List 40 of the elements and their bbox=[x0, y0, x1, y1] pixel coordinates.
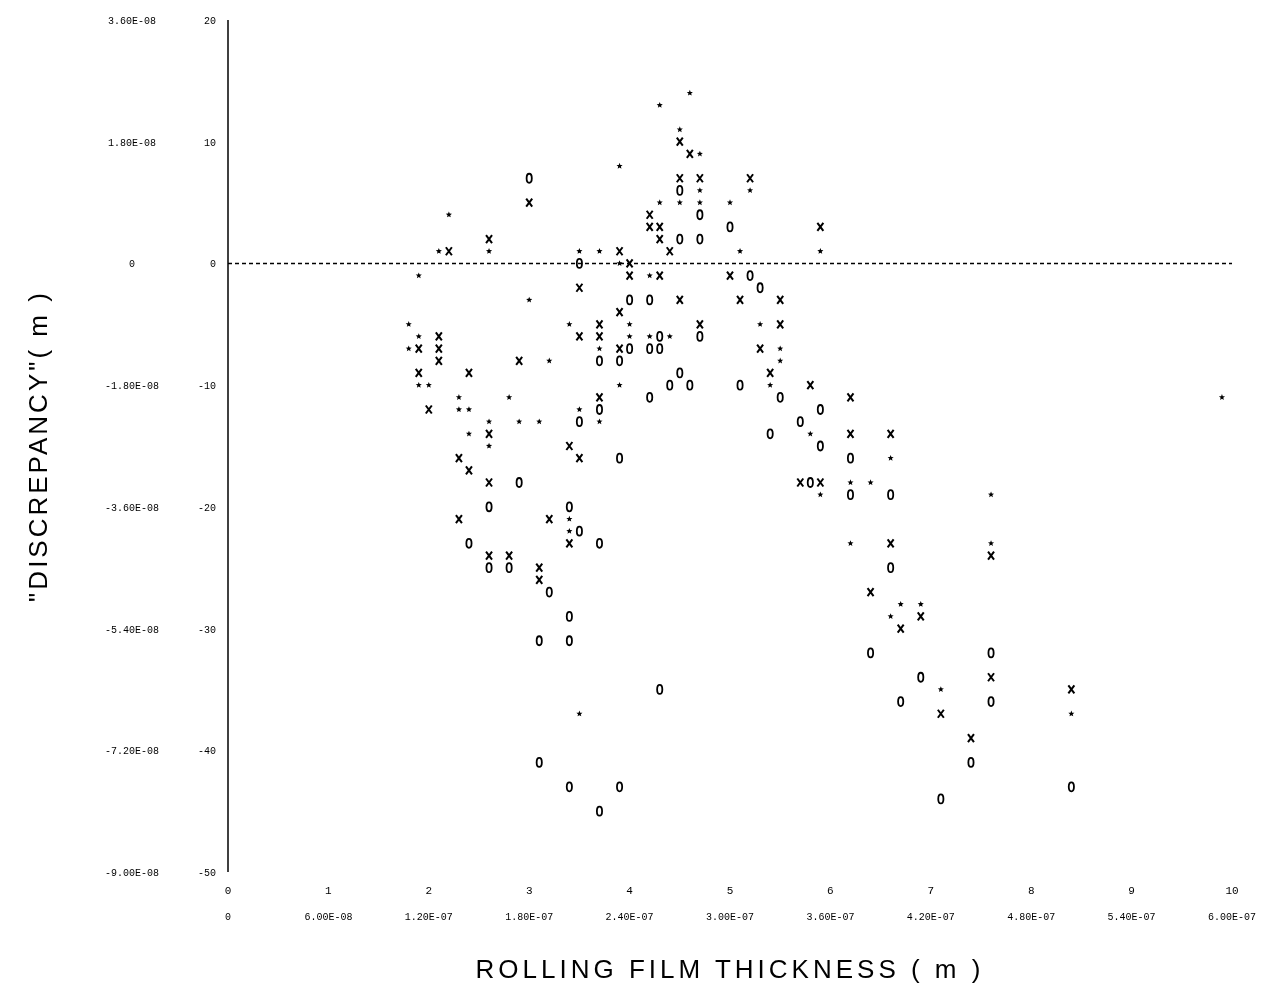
x-tick-label: 0 bbox=[224, 912, 232, 923]
y-axis-title: "DISCREPANCY"( m ) bbox=[23, 290, 54, 602]
y-tick-label: -9.00E-08 bbox=[104, 868, 160, 879]
y-tick-label: 0 bbox=[128, 259, 136, 271]
x-tick-label: 4.20E-07 bbox=[906, 912, 955, 923]
x2-tick-label: 2 bbox=[425, 885, 433, 897]
x-tick-label: 6.00E-07 bbox=[1207, 912, 1257, 923]
y2-tick-label: -40 bbox=[197, 746, 216, 758]
x-tick-label: 1.20E-07 bbox=[404, 912, 453, 923]
y-tick-label: -1.80E-08 bbox=[104, 381, 160, 393]
x-tick-label: 5.40E-07 bbox=[1107, 912, 1156, 923]
y-tick-label: 3.60E-08 bbox=[107, 16, 157, 27]
y-tick-label: -5.40E-08 bbox=[104, 624, 160, 636]
y-tick-label: -3.60E-08 bbox=[104, 502, 160, 514]
y2-tick-label: 20 bbox=[203, 16, 216, 27]
x-tick-label: 6.00E-08 bbox=[304, 912, 353, 923]
x-tick-label: 3.60E-07 bbox=[806, 912, 855, 923]
x2-tick-label: 5 bbox=[726, 885, 734, 897]
x-tick-label: 4.80E-07 bbox=[1007, 912, 1056, 923]
y2-tick-label: -30 bbox=[197, 624, 216, 636]
x2-tick-label: 10 bbox=[1225, 885, 1239, 897]
x2-tick-label: 0 bbox=[224, 885, 232, 897]
y2-tick-label: 0 bbox=[209, 259, 216, 271]
x-tick-label: 1.80E-07 bbox=[505, 912, 554, 923]
x-tick-label: 2.40E-07 bbox=[605, 912, 654, 923]
x-tick-label: 3.00E-07 bbox=[705, 912, 755, 923]
y2-tick-label: 10 bbox=[203, 137, 216, 149]
x2-tick-label: 8 bbox=[1027, 885, 1035, 897]
x2-tick-label: 7 bbox=[927, 885, 935, 897]
x2-tick-label: 1 bbox=[325, 885, 333, 897]
x2-tick-label: 6 bbox=[827, 885, 834, 897]
y2-tick-label: -50 bbox=[197, 868, 216, 879]
x2-tick-label: 9 bbox=[1128, 885, 1135, 897]
y2-tick-label: -10 bbox=[197, 381, 216, 393]
x-axis-title: ROLLING FILM THICKNESS ( m ) bbox=[475, 954, 985, 984]
y-tick-label: 1.80E-08 bbox=[107, 137, 157, 149]
x2-tick-label: 3 bbox=[525, 885, 533, 897]
y2-tick-label: -20 bbox=[197, 502, 216, 514]
y-tick-label: -7.20E-08 bbox=[104, 746, 160, 758]
x2-tick-label: 4 bbox=[626, 885, 634, 897]
